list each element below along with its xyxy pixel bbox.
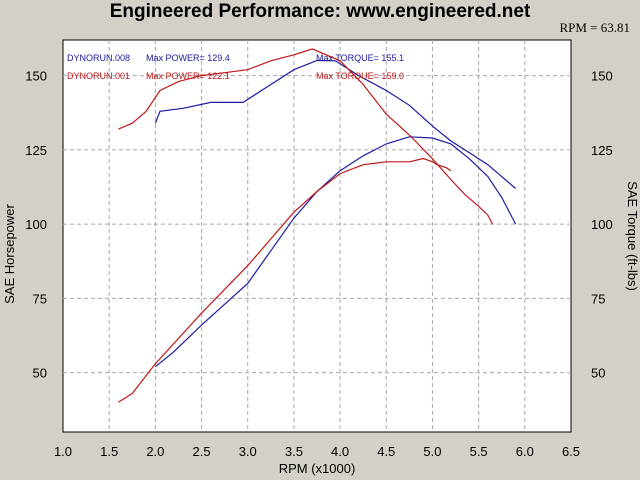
y-tick-label-right: 50 — [591, 366, 605, 381]
x-axis-title: RPM (x1000) — [279, 461, 356, 476]
y-tick-label-left: 100 — [25, 217, 47, 232]
legend-torque-2: Max TORQUE= 159.0 — [316, 71, 404, 81]
plot-area — [62, 39, 572, 433]
x-tick-label: 2.0 — [146, 444, 164, 459]
legend-run-1: DYNORUN.008 — [67, 53, 130, 63]
grid — [63, 40, 571, 432]
legend-torque-1: Max TORQUE= 155.1 — [316, 53, 404, 63]
y-axis-title-left: SAE Horsepower — [2, 203, 17, 303]
rpm-readout: RPM = 63.81 — [559, 20, 630, 35]
series-line-torque-run-2 — [118, 48, 494, 225]
x-tick-label: 1.5 — [100, 444, 118, 459]
series-group — [118, 48, 517, 403]
series-line-power-run-2 — [118, 157, 452, 403]
y-tick-label-right: 100 — [591, 217, 613, 232]
y-tick-label-left: 125 — [25, 143, 47, 158]
x-tick-label: 5.0 — [423, 444, 441, 459]
x-tick-label: 3.5 — [285, 444, 303, 459]
legend-power-1: Max POWER= 129.4 — [146, 53, 230, 63]
series-line-power-run-1 — [155, 136, 517, 368]
legend-run-2: DYNORUN.001 — [67, 71, 130, 81]
y-tick-label-right: 125 — [591, 143, 613, 158]
y-tick-label-left: 75 — [33, 291, 47, 306]
chart-title: Engineered Performance: www.engineered.n… — [109, 1, 531, 22]
y-tick-label-right: 150 — [591, 69, 613, 84]
y-tick-label-left: 150 — [25, 69, 47, 84]
y-tick-label-left: 50 — [33, 366, 47, 381]
legend-power-2: Max POWER= 122.1 — [146, 71, 230, 81]
x-tick-label: 3.0 — [239, 444, 257, 459]
x-tick-label: 5.5 — [470, 444, 488, 459]
x-tick-label: 6.0 — [516, 444, 534, 459]
y-axis-title-right: SAE Torque (ft-lbs) — [625, 181, 640, 291]
x-tick-label: 6.5 — [562, 444, 580, 459]
x-tick-label: 2.5 — [193, 444, 211, 459]
x-tick-label: 1.0 — [54, 444, 72, 459]
legend: DYNORUN.008 Max POWER= 129.4 Max TORQUE=… — [67, 53, 404, 81]
x-tick-label: 4.0 — [331, 444, 349, 459]
y-tick-label-right: 75 — [591, 291, 605, 306]
x-tick-label: 4.5 — [377, 444, 395, 459]
tick-labels: 1.0 1.5 2.0 2.5 3.0 3.5 4.0 4.5 5.0 5.5 6.0 6.5 50 50… — [25, 69, 612, 459]
